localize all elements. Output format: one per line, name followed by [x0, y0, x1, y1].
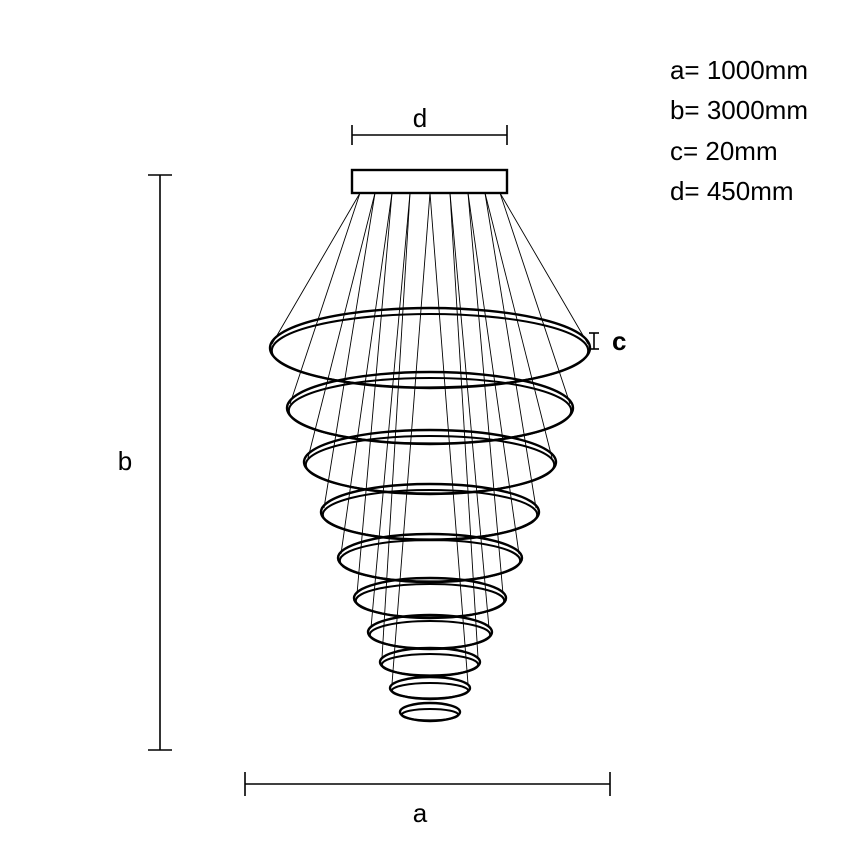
- svg-text:c: c: [612, 326, 626, 356]
- svg-text:a: a: [413, 798, 428, 828]
- dimension-legend: a= 1000mm b= 3000mm c= 20mm d= 450mm: [670, 50, 808, 211]
- svg-text:b: b: [118, 446, 132, 476]
- svg-text:d: d: [413, 103, 427, 133]
- dim-c-value: c= 20mm: [670, 131, 808, 171]
- dim-d-value: d= 450mm: [670, 171, 808, 211]
- dim-a-value: a= 1000mm: [670, 50, 808, 90]
- dim-b-value: b= 3000mm: [670, 90, 808, 130]
